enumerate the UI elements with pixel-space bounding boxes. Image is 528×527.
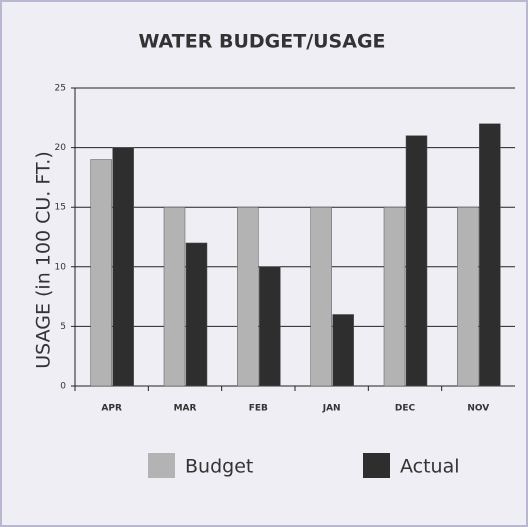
bar xyxy=(383,206,406,387)
x-tick-label: APR xyxy=(101,404,122,414)
bar xyxy=(259,266,281,387)
bar xyxy=(405,135,428,387)
bar xyxy=(332,314,354,387)
bar xyxy=(90,159,112,387)
x-tick-label: FEB xyxy=(249,404,268,414)
y-tick-label: 20 xyxy=(55,143,67,153)
chart-title: WATER BUDGET/USAGE xyxy=(138,31,385,53)
bar xyxy=(310,206,332,387)
bar xyxy=(479,123,501,387)
y-tick-label: 25 xyxy=(55,84,66,94)
bar xyxy=(237,206,259,387)
bar xyxy=(457,206,479,387)
y-tick-label: 10 xyxy=(55,262,67,272)
bar xyxy=(185,242,208,387)
bar xyxy=(112,147,134,387)
legend-label: Actual xyxy=(400,456,460,478)
y-tick-label: 15 xyxy=(55,203,66,213)
legend-label: Budget xyxy=(185,456,253,478)
legend-swatch xyxy=(363,453,390,478)
x-tick-label: MAR xyxy=(174,404,197,414)
x-tick-label: NOV xyxy=(467,404,489,414)
bar xyxy=(163,206,186,387)
x-tick-label: DEC xyxy=(395,404,416,414)
x-tick-label: JAN xyxy=(322,404,341,414)
y-tick-label: 5 xyxy=(60,322,66,332)
legend-swatch xyxy=(148,453,175,478)
y-axis-label: USAGE (in 100 CU. FT.) xyxy=(33,151,55,368)
y-tick-label: 0 xyxy=(60,382,66,392)
